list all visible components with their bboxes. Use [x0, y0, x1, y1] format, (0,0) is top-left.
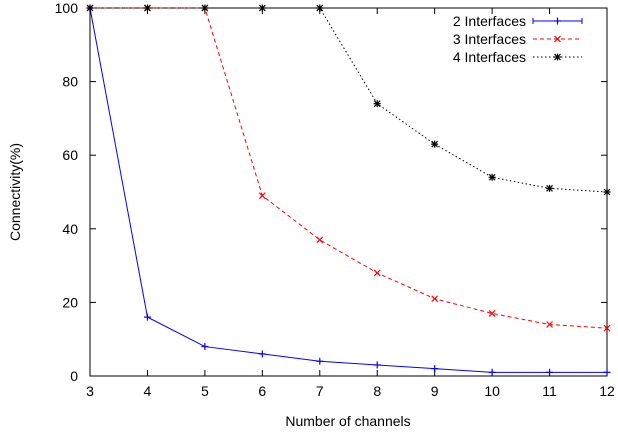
legend-marker — [554, 35, 561, 43]
data-point — [488, 173, 496, 181]
data-point — [258, 4, 266, 12]
x-axis-title: Number of channels — [285, 413, 410, 429]
y-tick-label: 80 — [62, 74, 78, 90]
x-axis: 3 4 5 6 7 8 9 10 11 12 — [86, 8, 615, 399]
data-point — [143, 4, 151, 12]
x-tick-label: 6 — [258, 383, 266, 399]
series-2 — [86, 4, 611, 332]
data-point — [373, 100, 381, 108]
x-tick-label: 5 — [201, 383, 209, 399]
data-point — [258, 350, 266, 358]
data-point — [546, 368, 554, 376]
data-point — [603, 188, 611, 196]
data-point — [316, 357, 324, 365]
data-point — [488, 368, 496, 376]
series-layer — [86, 4, 611, 376]
y-tick-label: 100 — [55, 0, 79, 16]
data-point — [143, 313, 151, 321]
y-tick-label: 40 — [62, 221, 78, 237]
data-point — [488, 310, 496, 317]
data-point — [373, 361, 381, 369]
data-point — [546, 321, 553, 328]
legend-label: 3 Interfaces — [453, 31, 526, 47]
series-line — [89, 7, 607, 373]
legend-marker — [554, 17, 561, 25]
y-tick-label: 20 — [62, 294, 78, 310]
data-point — [86, 4, 94, 12]
series-line — [90, 7, 608, 329]
x-tick-label: 11 — [542, 383, 557, 399]
x-tick-label: 7 — [316, 383, 324, 399]
data-point — [201, 4, 209, 12]
data-point — [603, 324, 611, 332]
data-point — [603, 368, 611, 376]
x-tick-label: 4 — [144, 383, 152, 399]
data-point — [546, 184, 554, 192]
x-tick-label: 12 — [599, 383, 615, 399]
legend-label: 2 Interfaces — [453, 13, 526, 29]
data-point — [431, 140, 439, 148]
x-tick-label: 10 — [484, 383, 500, 399]
series-line — [90, 7, 608, 193]
legend-label: 4 Interfaces — [453, 49, 526, 65]
legend: 2 Interfaces 3 Interfaces 4 Interfaces — [453, 13, 583, 65]
data-point — [201, 343, 209, 351]
data-point — [373, 269, 381, 277]
series-3 — [86, 4, 611, 196]
data-point — [316, 236, 324, 244]
x-tick-label: 8 — [373, 383, 381, 399]
data-point — [431, 295, 439, 303]
y-axis: 0 20 40 60 80 100 — [55, 0, 607, 384]
y-tick-label: 60 — [62, 147, 78, 163]
data-point — [431, 365, 439, 373]
legend-marker — [554, 53, 561, 61]
data-point — [258, 192, 266, 200]
x-tick-label: 9 — [431, 383, 439, 399]
y-tick-label: 0 — [70, 368, 78, 384]
series-1 — [86, 4, 611, 376]
y-axis-title: Connectivity(%) — [7, 143, 23, 241]
data-point — [316, 4, 324, 12]
x-tick-label: 3 — [86, 383, 94, 399]
